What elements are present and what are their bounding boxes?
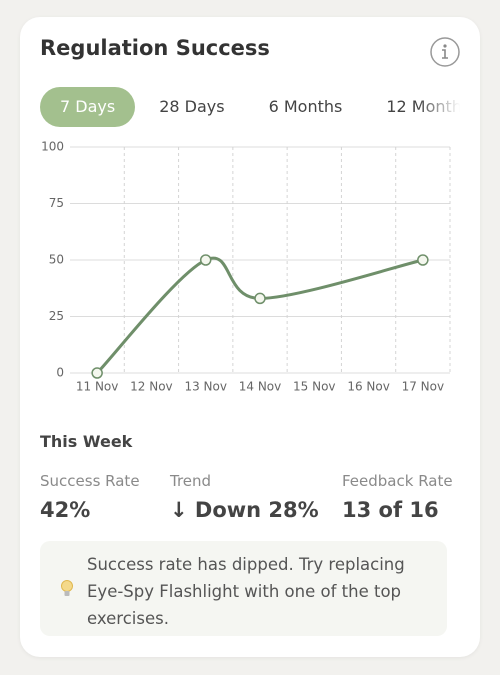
chart: 0 25 50 75 100 11 Nov 12 Nov 13 Nov 14 Nov 15 Nov… xyxy=(41,140,451,394)
x-tick-label: 16 Nov xyxy=(347,380,390,394)
y-tick-label: 100 xyxy=(41,140,64,154)
x-tick-label: 13 Nov xyxy=(184,380,227,394)
line xyxy=(95,256,425,375)
stat-value: 42% xyxy=(40,498,91,522)
tab[interactable]: 28 Days xyxy=(159,97,225,116)
bulb-icon xyxy=(61,580,73,596)
y-tick-label: 50 xyxy=(49,253,64,267)
info-icon[interactable] xyxy=(429,36,463,70)
y-tick-label: 25 xyxy=(49,309,64,323)
tip-box: Success rate has dipped. Try replacing E… xyxy=(40,541,447,636)
card-title: Regulation Success xyxy=(40,36,270,60)
tab[interactable]: 12 Months xyxy=(386,97,460,116)
stat-value: 13 of 16 xyxy=(342,498,439,522)
tab[interactable]: 6 Months xyxy=(268,97,343,116)
tip-text: Success rate has dipped. Try replacing E… xyxy=(87,555,405,628)
x-tick-label: 15 Nov xyxy=(293,380,336,394)
point xyxy=(91,367,103,379)
x-tick-label: 12 Nov xyxy=(130,380,173,394)
y-tick-label: 0 xyxy=(56,366,64,380)
x-tick-label: 11 Nov xyxy=(76,380,119,394)
y-tick-label: 75 xyxy=(49,196,64,210)
x-tick-label: 14 Nov xyxy=(239,380,282,394)
stat-value: ↓ Down 28% xyxy=(170,498,319,522)
tab-bar: 7 Days 28 Days 6 Months 12 Months xyxy=(40,87,460,127)
point xyxy=(254,292,266,305)
stat-label: Trend xyxy=(170,472,212,490)
point xyxy=(417,254,429,266)
point xyxy=(199,254,212,266)
summary-heading: This Week xyxy=(40,432,133,451)
x-tick-label: 17 Nov xyxy=(402,380,445,394)
tab[interactable]: 7 Days xyxy=(40,87,136,127)
stat-label: Success Rate xyxy=(40,472,140,490)
stat-label: Feedback Rate xyxy=(342,472,453,490)
